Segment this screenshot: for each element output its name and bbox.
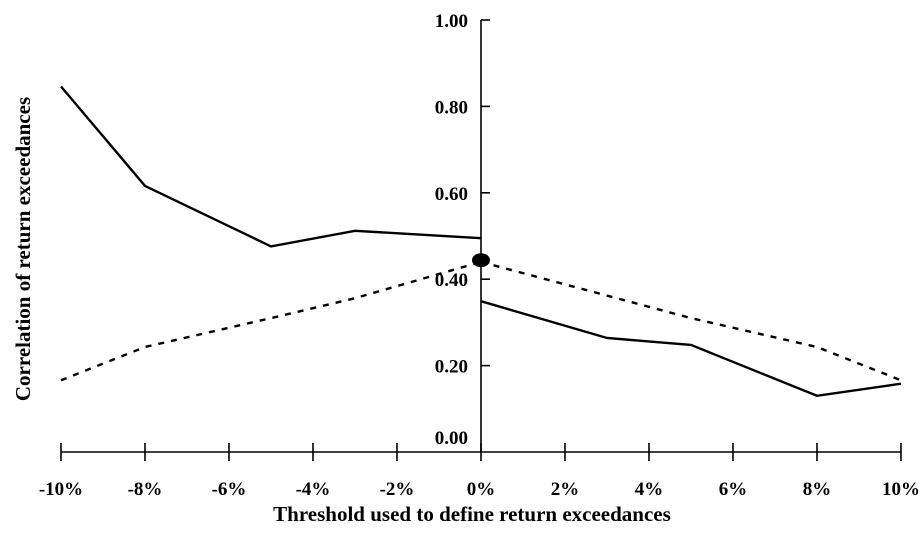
marker-layer — [472, 253, 490, 268]
x-tick-label: 0% — [467, 479, 496, 500]
y-tick-label: 0.60 — [435, 184, 468, 205]
x-tick-label: 8% — [803, 479, 832, 500]
y-tick-label: 0.40 — [435, 270, 468, 291]
y-tick-label: 1.00 — [435, 11, 468, 32]
x-tick-label: 2% — [551, 479, 580, 500]
x-tick-label: -6% — [212, 479, 247, 500]
x-tick-label: -8% — [128, 479, 163, 500]
x-tick-label: -2% — [380, 479, 415, 500]
solid-series-line-left — [60, 85, 482, 248]
x-tick-labels: -10% -8% -6% -4% -2% 0% 2% 4% 6% 8% 10% — [39, 479, 920, 500]
series-layer — [60, 85, 902, 398]
y-tick-label: 0.80 — [435, 97, 468, 118]
dotted-series-line-right — [480, 260, 902, 382]
x-tick-label: -4% — [296, 479, 331, 500]
solid-series-line-right — [480, 300, 902, 398]
x-tick-label: 6% — [719, 479, 748, 500]
dotted-series-line-left — [60, 260, 482, 382]
x-tick-label: 4% — [635, 479, 664, 500]
x-tick-label: 10% — [882, 479, 920, 500]
y-tick-label: 0.20 — [435, 357, 468, 378]
axes — [60, 19, 902, 461]
intersection-marker — [472, 253, 490, 268]
x-tick-label: -10% — [39, 479, 83, 500]
y-tick-labels: 0.00 0.20 0.40 0.60 0.80 1.00 — [435, 11, 468, 449]
y-tick-label: 0.00 — [435, 428, 468, 449]
y-axis-title: Correlation of return exceedances — [11, 97, 35, 401]
x-axis-title: Threshold used to define return exceedan… — [273, 502, 671, 526]
